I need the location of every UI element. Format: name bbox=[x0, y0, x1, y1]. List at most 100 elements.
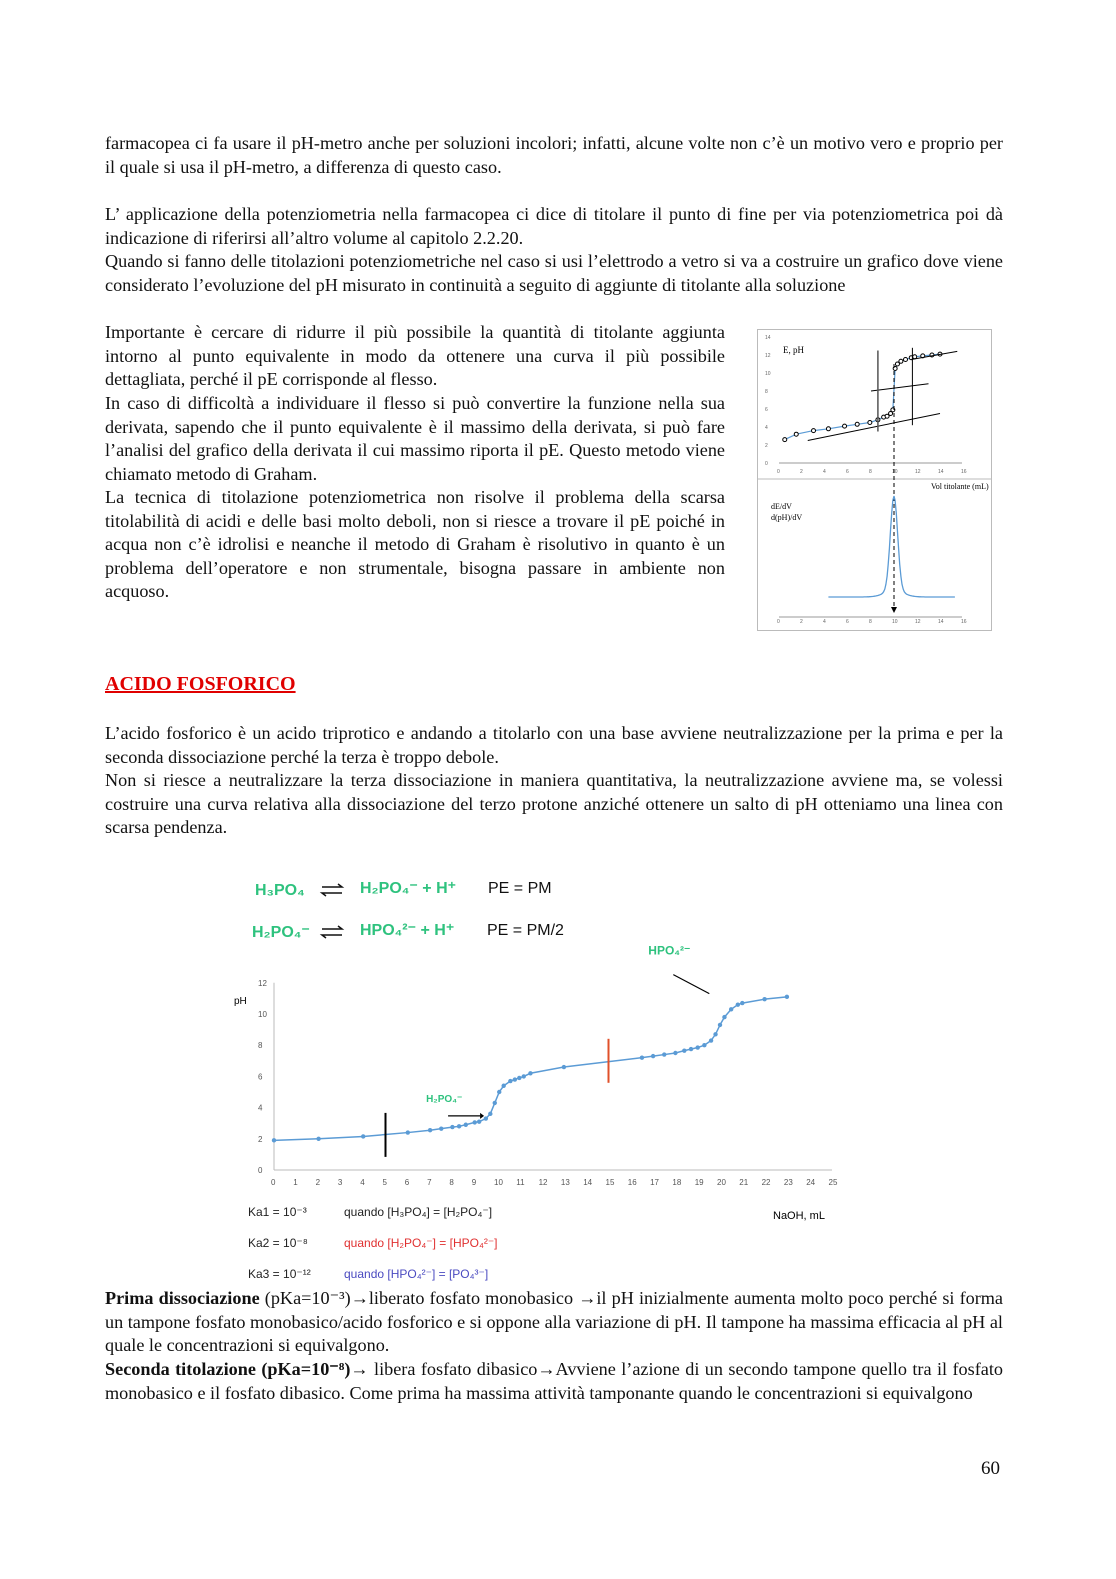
data-point bbox=[476, 1119, 482, 1124]
data-point bbox=[708, 1038, 714, 1043]
x-tick: 12 bbox=[915, 469, 921, 475]
x-tick: 4 bbox=[360, 1178, 365, 1187]
x-tick: 6 bbox=[405, 1178, 410, 1187]
x-tick: 19 bbox=[695, 1178, 704, 1187]
x-tick: 4 bbox=[823, 619, 826, 625]
data-point bbox=[427, 1128, 433, 1133]
x-label: Vol titolante (mL) bbox=[931, 482, 989, 491]
eq2-right: HPO₄²⁻ + H⁺ bbox=[360, 922, 454, 939]
y-tick: 12 bbox=[765, 353, 771, 359]
data-point bbox=[650, 1053, 656, 1059]
paragraph: farmacopea ci fa usare il pH-metro anche… bbox=[105, 133, 1003, 177]
tangent-line bbox=[911, 350, 958, 360]
x-tick: 2 bbox=[800, 619, 803, 625]
x-tick: 0 bbox=[777, 619, 780, 625]
x-tick: 10 bbox=[494, 1178, 503, 1187]
data-point bbox=[316, 1136, 321, 1141]
titration-figure: E, pH Vol titolante (mL) dE/dV d(pH)/dV … bbox=[757, 329, 992, 631]
x-tick: 8 bbox=[869, 469, 872, 475]
data-point bbox=[762, 996, 767, 1002]
data-point bbox=[439, 1126, 444, 1131]
ka-condition: quando [HPO₄²⁻] = [PO₄³⁻] bbox=[344, 1267, 488, 1281]
data-point bbox=[508, 1078, 513, 1084]
data-point bbox=[722, 1014, 727, 1020]
data-point bbox=[702, 1043, 707, 1048]
data-point bbox=[784, 994, 790, 1000]
x-label: NaOH, mL bbox=[773, 1210, 825, 1222]
y-tick: 8 bbox=[765, 389, 768, 395]
x-tick: 6 bbox=[846, 469, 849, 475]
eq1-right: H₂PO₄⁻ + H⁺ bbox=[360, 880, 456, 897]
equilibrium-arrow-icon bbox=[319, 883, 345, 939]
x-tick: 5 bbox=[383, 1178, 388, 1187]
x-tick: 14 bbox=[583, 1178, 592, 1187]
data-point bbox=[512, 1077, 518, 1082]
y-tick: 12 bbox=[258, 979, 267, 988]
y-tick: 14 bbox=[765, 335, 771, 341]
ka-condition: quando [H₃PO₄] = [H₂PO₄⁻] bbox=[344, 1205, 492, 1219]
data-point bbox=[728, 1007, 734, 1012]
paragraph: Quando si fanno delle titolazioni potenz… bbox=[105, 251, 1003, 295]
x-tick: 10 bbox=[892, 619, 898, 625]
data-point bbox=[517, 1075, 522, 1081]
x-tick: 3 bbox=[338, 1178, 343, 1187]
x-tick: 0 bbox=[777, 469, 780, 475]
x-tick: 6 bbox=[846, 619, 849, 625]
x-tick: 16 bbox=[628, 1178, 637, 1187]
x-tick: 7 bbox=[427, 1178, 432, 1187]
data-point bbox=[673, 1050, 678, 1056]
data-point bbox=[662, 1052, 667, 1057]
y-tick: 10 bbox=[258, 1010, 267, 1019]
ka-value: Ka1 = 10⁻³ bbox=[248, 1205, 307, 1219]
paragraph: Non si riesce a neutralizzare la terza d… bbox=[105, 770, 1003, 838]
arrowhead-icon bbox=[480, 1112, 485, 1119]
y-tick: 0 bbox=[765, 461, 768, 467]
data-point bbox=[361, 1134, 366, 1139]
x-tick: 16 bbox=[961, 469, 967, 475]
data-point bbox=[472, 1120, 477, 1125]
data-point bbox=[735, 1002, 741, 1007]
phosphoric-titration-figure: H₃PO₄ H₂PO₄⁻ + H⁺ H₂PO₄⁻ HPO₄²⁻ + H⁺ PE … bbox=[234, 880, 838, 1281]
data-point bbox=[682, 1048, 687, 1053]
arrow-icon bbox=[673, 974, 710, 995]
page-number: 60 bbox=[981, 1458, 1000, 1479]
x-tick: 2 bbox=[800, 469, 803, 475]
data-point bbox=[713, 1032, 718, 1037]
bold-lead: Seconda titolazione (pKa=10⁻⁸)→ bbox=[105, 1359, 369, 1379]
data-point bbox=[271, 1138, 277, 1143]
paragraph: Prima dissociazione (pKa=10⁻³)→liberato … bbox=[105, 1287, 1003, 1358]
ka-value: Ka3 = 10⁻¹² bbox=[248, 1267, 311, 1281]
data-point bbox=[867, 420, 873, 425]
y-tick: 10 bbox=[765, 371, 771, 377]
text: (pKa=10⁻³)→liberato fosfato monobasico →… bbox=[105, 1288, 1003, 1356]
x-tick: 11 bbox=[516, 1178, 525, 1187]
x-tick: 0 bbox=[271, 1178, 276, 1187]
bold-lead: Prima dissociazione bbox=[105, 1288, 260, 1308]
annotation-label: HPO₄²⁻ bbox=[648, 944, 690, 958]
data-point bbox=[695, 1045, 700, 1050]
x-tick: 16 bbox=[961, 619, 967, 625]
y-tick: 4 bbox=[258, 1104, 263, 1113]
y-tick: 4 bbox=[765, 425, 768, 431]
tangent-line bbox=[870, 383, 929, 392]
y-tick: 0 bbox=[258, 1166, 263, 1175]
tangent-line bbox=[807, 413, 941, 441]
x-tick: 25 bbox=[829, 1178, 838, 1187]
x-tick: 20 bbox=[717, 1178, 726, 1187]
eq1-left: H₃PO₄ bbox=[255, 882, 305, 899]
data-point bbox=[561, 1064, 567, 1070]
data-point bbox=[782, 437, 788, 443]
data-point bbox=[884, 413, 890, 419]
section-title: ACIDO FOSFORICO bbox=[105, 673, 296, 695]
x-tick: 10 bbox=[892, 469, 898, 475]
eq1-pe: PE = PM bbox=[488, 880, 552, 897]
x-tick: 13 bbox=[561, 1178, 570, 1187]
y-label: pH bbox=[234, 996, 247, 1007]
data-point bbox=[450, 1124, 455, 1130]
x-tick: 15 bbox=[606, 1178, 615, 1187]
data-point bbox=[740, 1000, 745, 1006]
x-tick: 8 bbox=[869, 619, 872, 625]
y-tick: 8 bbox=[258, 1041, 263, 1050]
deriv-label-2: d(pH)/dV bbox=[771, 513, 802, 522]
